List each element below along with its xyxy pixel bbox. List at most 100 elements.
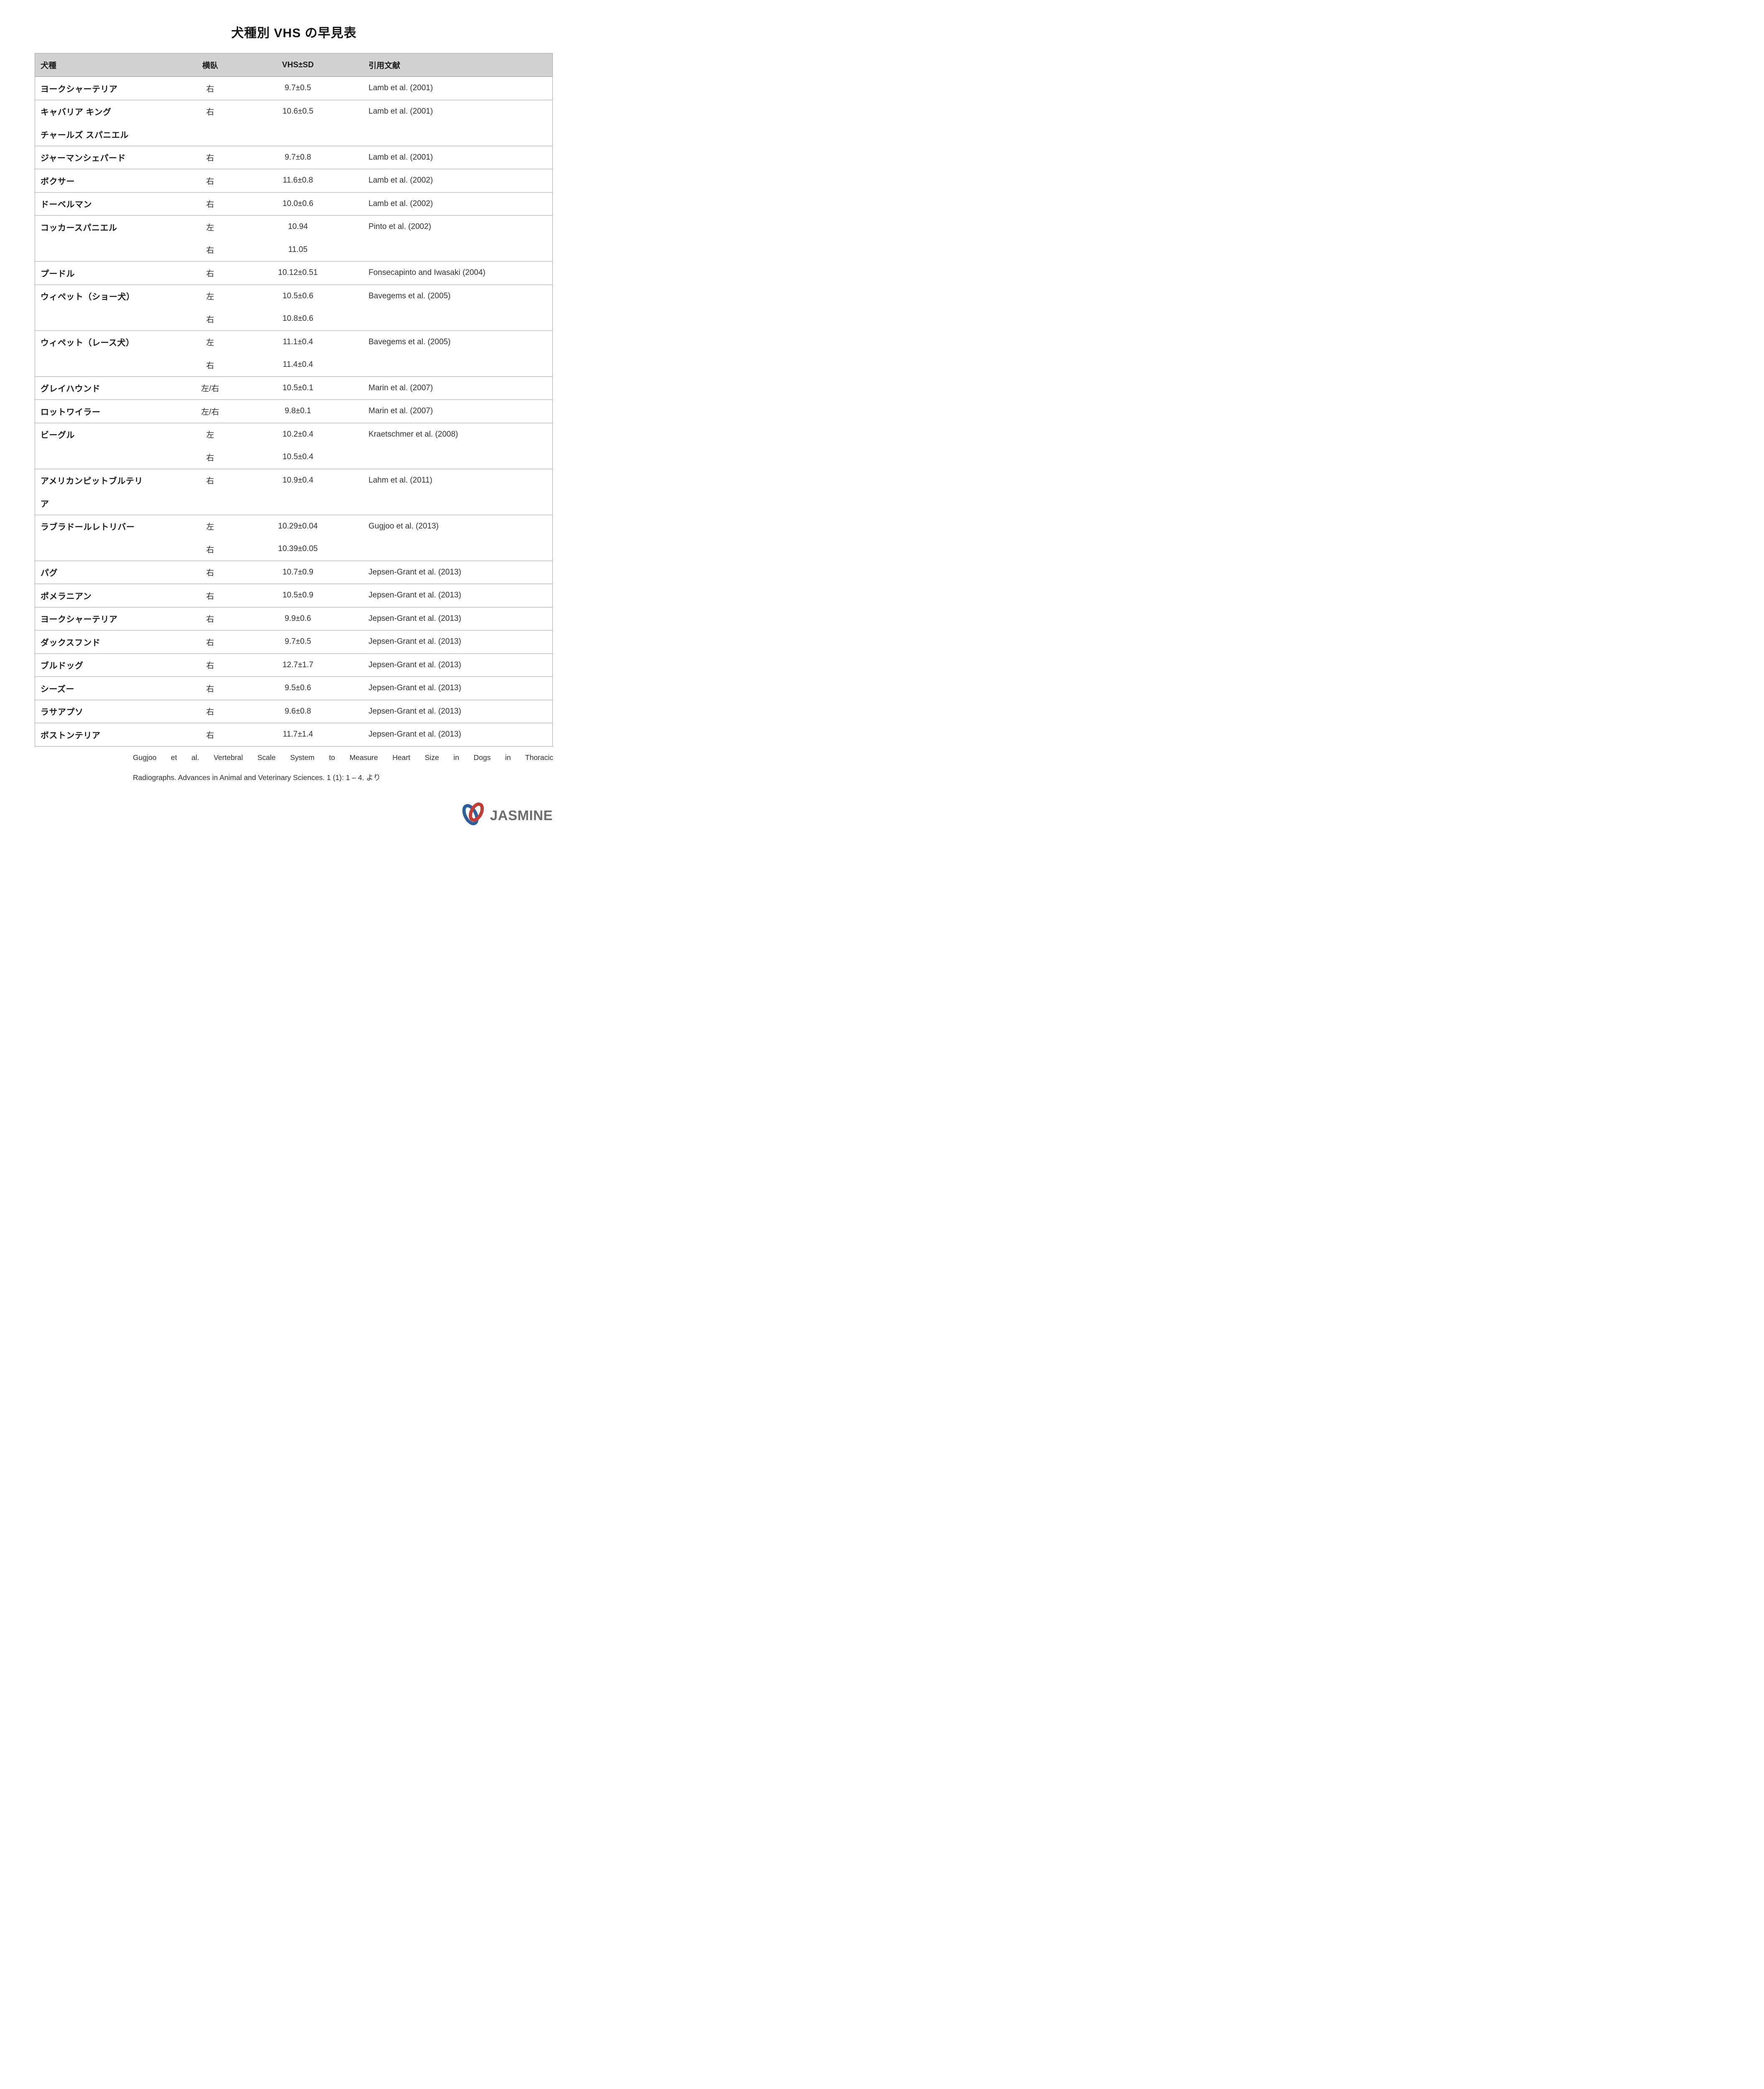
vhs-value: 11.7±1.4 [282, 730, 313, 739]
lateral-cell: 右 [189, 654, 231, 677]
lateral-value: 左/右 [201, 384, 219, 394]
lateral-value: 右 [206, 731, 214, 740]
reference-cell: Bavegems et al. (2005) [364, 285, 552, 330]
vhs-value: 11.1±0.4 [282, 337, 313, 346]
lateral-cell: 右 [189, 146, 231, 169]
breed-name-line: キャバリア キング [41, 108, 112, 117]
reference-cell: Jepsen-Grant et al. (2013) [364, 607, 552, 630]
page-title: 犬種別 VHS の早見表 [231, 26, 357, 40]
lateral-value: 左 [206, 292, 214, 302]
vhs-cell: 9.8±0.1 [231, 400, 364, 423]
table-row: ビーグル 左右 10.2±0.4 10.5±0.4 Kraetschmer et … [35, 423, 552, 469]
lateral-value: 右 [206, 108, 214, 117]
vhs-reference-table: 犬種 横臥 VHS±SD 引用文献 ヨークシャーテリア 右 9.7±0.5 La… [35, 53, 553, 747]
reference-value: Marin et al. (2007) [369, 407, 433, 416]
vhs-value: 10.39±0.05 [278, 544, 318, 554]
reference-cell: Kraetschmer et al. (2008) [364, 423, 552, 469]
vhs-value: 10.5±0.4 [282, 452, 313, 462]
vhs-cell: 9.7±0.5 [231, 77, 364, 100]
lateral-cell: 右 [189, 630, 231, 653]
breed-name-line: ウィペット（ショー犬） [41, 292, 135, 302]
reference-cell: Marin et al. (2007) [364, 400, 552, 423]
breed-name-line: ラブラドールレトリバー [41, 523, 135, 532]
lateral-cell: 右 [189, 169, 231, 192]
vhs-cell: 12.7±1.7 [231, 654, 364, 677]
vhs-cell: 10.5±0.9 [231, 584, 364, 607]
lateral-cell: 右 [189, 561, 231, 584]
reference-cell: Pinto et al. (2002) [364, 216, 552, 261]
vhs-value: 10.0±0.6 [282, 199, 313, 208]
lateral-cell: 右 [189, 193, 231, 216]
reference-cell: Lamb et al. (2001) [364, 146, 552, 169]
table-row: ブルドッグ 右 12.7±1.7 Jepsen-Grant et al. (20… [35, 653, 552, 677]
lateral-cell: 右 [189, 677, 231, 700]
breed-cell: ロットワイラー [35, 400, 189, 423]
lateral-cell: 左右 [189, 515, 231, 561]
reference-cell: Lamb et al. (2002) [364, 169, 552, 192]
vhs-cell: 10.5±0.1 [231, 377, 364, 400]
reference-value: Jepsen-Grant et al. (2013) [369, 567, 461, 577]
table-row: ドーベルマン 右 10.0±0.6 Lamb et al. (2002) [35, 192, 552, 216]
vhs-cell: 9.6±0.8 [231, 700, 364, 723]
vhs-value: 9.7±0.8 [285, 152, 311, 162]
table-row: シーズー 右 9.5±0.6 Jepsen-Grant et al. (2013… [35, 677, 552, 700]
vhs-value: 9.7±0.5 [285, 637, 311, 646]
table-row: ヨークシャーテリア 右 9.7±0.5 Lamb et al. (2001) [35, 77, 552, 100]
breed-name-line: ドーベルマン [41, 200, 92, 210]
breed-name-line: チャールズ スパニエル [41, 130, 129, 140]
vhs-value: 10.12±0.51 [278, 268, 318, 277]
vhs-value: 9.5±0.6 [285, 684, 311, 693]
reference-cell: Fonsecapinto and Iwasaki (2004) [364, 262, 552, 285]
breed-name-line: ダックスフンド [41, 638, 101, 648]
reference-value: Lamb et al. (2001) [369, 107, 433, 116]
lateral-cell: 右 [189, 100, 231, 146]
breed-name-line: ボクサー [41, 177, 75, 186]
lateral-cell: 左/右 [189, 377, 231, 400]
jasmine-logo: JASMINE [462, 800, 553, 831]
reference-value: Jepsen-Grant et al. (2013) [369, 660, 461, 669]
reference-cell: Jepsen-Grant et al. (2013) [364, 700, 552, 723]
breed-name-line: ビーグル [41, 431, 75, 440]
reference-cell: Lahm et al. (2011) [364, 469, 552, 515]
vhs-cell: 10.0±0.6 [231, 193, 364, 216]
table-row: プードル 右 10.12±0.51 Fonsecapinto and Iwasa… [35, 262, 552, 285]
lateral-cell: 左右 [189, 423, 231, 469]
vhs-value: 12.7±1.7 [282, 660, 313, 669]
lateral-value: 右 [206, 477, 214, 486]
lateral-cell: 右 [189, 77, 231, 100]
reference-value: Marin et al. (2007) [369, 383, 433, 392]
lateral-cell: 左右 [189, 285, 231, 330]
table-row: ジャーマンシェパード 右 9.7±0.8 Lamb et al. (2001) [35, 146, 552, 169]
column-header-vhs: VHS±SD [282, 60, 314, 69]
table-row: ウィペット（ショー犬） 左右 10.5±0.6 10.8±0.6 Bavegems… [35, 285, 552, 331]
lateral-value: 右 [206, 246, 214, 255]
vhs-value: 11.4±0.4 [282, 360, 313, 369]
table-row: アメリカンピットブルテリア 右 10.9±0.4 Lahm et al. (20… [35, 469, 552, 515]
table-row: キャバリア キングチャールズ スパニエル 右 10.6±0.5 Lamb et … [35, 100, 552, 146]
breed-cell: ボストンテリア [35, 723, 189, 746]
reference-value: Lamb et al. (2001) [369, 152, 433, 162]
reference-value: Jepsen-Grant et al. (2013) [369, 614, 461, 623]
breed-cell: ビーグル [35, 423, 189, 469]
vhs-cell: 10.12±0.51 [231, 262, 364, 285]
breed-cell: ヨークシャーテリア [35, 607, 189, 630]
table-row: ダックスフンド 右 9.7±0.5 Jepsen-Grant et al. (2… [35, 630, 552, 654]
breed-name-line: ブルドッグ [41, 661, 84, 671]
vhs-value: 9.7±0.5 [285, 84, 311, 93]
vhs-cell: 11.7±1.4 [231, 723, 364, 746]
reference-cell: Lamb et al. (2001) [364, 77, 552, 100]
reference-value: Bavegems et al. (2005) [369, 337, 451, 346]
vhs-value: 10.6±0.5 [282, 107, 313, 116]
reference-cell: Jepsen-Grant et al. (2013) [364, 723, 552, 746]
reference-cell: Bavegems et al. (2005) [364, 331, 552, 376]
breed-name-line: パグ [41, 569, 58, 578]
breed-cell: ポメラニアン [35, 584, 189, 607]
vhs-cell: 10.9±0.4 [231, 469, 364, 515]
reference-value: Jepsen-Grant et al. (2013) [369, 684, 461, 693]
lateral-value: 左/右 [201, 407, 219, 417]
reference-cell: Lamb et al. (2002) [364, 193, 552, 216]
vhs-cell: 9.7±0.5 [231, 630, 364, 653]
lateral-cell: 右 [189, 723, 231, 746]
vhs-value: 10.7±0.9 [282, 567, 313, 577]
breed-name-line: ア [41, 499, 49, 509]
